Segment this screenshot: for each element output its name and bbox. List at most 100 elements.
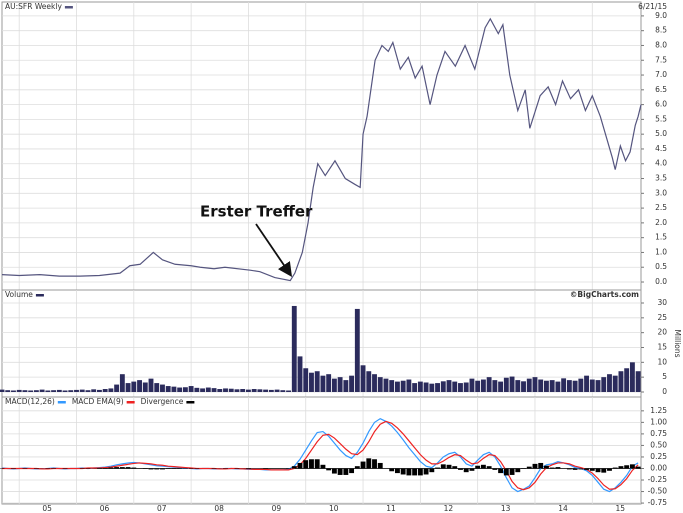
- bar: [303, 460, 309, 469]
- bar: [377, 377, 383, 392]
- bar: [400, 380, 406, 392]
- y-tick-label: 7.0: [655, 70, 667, 79]
- y-tick-label: 9.0: [655, 11, 667, 20]
- bar: [16, 389, 22, 392]
- x-tick-label: 10: [329, 504, 339, 513]
- bar: [360, 365, 366, 392]
- bar: [354, 308, 360, 392]
- bar: [515, 380, 521, 392]
- y-tick-label: 2.5: [655, 203, 667, 212]
- bar: [475, 465, 481, 469]
- legend-label: AU:SFR Weekly: [5, 2, 62, 11]
- bar: [5, 390, 11, 392]
- y-tick-label: 30: [657, 298, 667, 307]
- bar: [544, 380, 549, 392]
- y-tick-label: 0.75: [650, 429, 667, 438]
- bar: [521, 381, 526, 392]
- y-tick-label: 0.25: [650, 452, 667, 461]
- annotation: Erster Treffer: [200, 203, 313, 221]
- bar: [51, 390, 57, 392]
- bar: [584, 468, 589, 470]
- bar: [114, 467, 120, 469]
- bar: [469, 468, 475, 471]
- bar: [509, 468, 515, 475]
- bar: [400, 468, 406, 475]
- bar: [417, 381, 423, 392]
- bar: [245, 389, 251, 392]
- bar: [320, 375, 326, 392]
- bar: [108, 388, 114, 392]
- bar: [412, 468, 418, 476]
- bar: [526, 378, 532, 392]
- bar: [205, 387, 211, 392]
- bar: [629, 464, 635, 469]
- bar: [538, 379, 544, 392]
- bar: [182, 387, 188, 392]
- bar: [148, 468, 154, 470]
- legend-label: Volume: [5, 290, 33, 299]
- bar: [555, 467, 561, 469]
- bar: [572, 468, 578, 470]
- bar: [463, 468, 469, 473]
- bar: [354, 466, 360, 469]
- bar: [74, 389, 79, 392]
- bar: [578, 468, 584, 470]
- series-line: [1, 17, 642, 282]
- bar: [0, 389, 5, 392]
- bar: [446, 464, 452, 469]
- bar: [515, 468, 521, 473]
- x-tick-label: 08: [214, 504, 224, 513]
- bar: [389, 468, 395, 472]
- bar: [114, 384, 120, 392]
- bar: [607, 468, 612, 471]
- bar: [406, 379, 412, 392]
- y-tick-label: 2.0: [655, 218, 667, 227]
- bar: [406, 468, 412, 476]
- credit: ©BigCharts.com: [570, 290, 639, 299]
- bar: [503, 468, 509, 476]
- x-tick-label: 15: [616, 504, 626, 513]
- y-tick-label: 6.0: [655, 100, 667, 109]
- bar: [228, 388, 234, 392]
- bar: [423, 382, 429, 392]
- y-tick-label: 25: [657, 313, 667, 322]
- bar: [349, 468, 355, 474]
- bar: [412, 383, 418, 392]
- y-tick-label: 8.0: [655, 40, 667, 49]
- bar: [566, 380, 572, 392]
- bar: [280, 390, 286, 392]
- bar: [549, 380, 555, 392]
- bar: [629, 362, 635, 392]
- bar: [160, 468, 165, 470]
- bar: [532, 463, 538, 469]
- y-tick-label: 0.50: [650, 440, 667, 449]
- bar: [211, 388, 217, 392]
- y-tick-label: 20: [657, 328, 667, 337]
- bar: [372, 459, 377, 469]
- bar: [618, 466, 624, 469]
- y-tick-label: 15: [657, 342, 667, 351]
- x-tick-label: 12: [444, 504, 454, 513]
- bar: [28, 390, 34, 392]
- y-tick-label: 3.0: [655, 188, 667, 197]
- bar: [11, 390, 16, 392]
- bar: [366, 371, 372, 392]
- y-tick-label: -0.50: [648, 487, 668, 496]
- x-tick-label: 06: [100, 504, 110, 513]
- x-tick-label: 05: [42, 504, 52, 513]
- bar: [62, 390, 68, 392]
- bar: [257, 389, 263, 392]
- bar: [297, 462, 303, 469]
- bar: [417, 468, 423, 476]
- bar: [137, 380, 142, 392]
- bar: [595, 468, 601, 473]
- annotation-arrow: [255, 223, 293, 277]
- bar: [463, 382, 469, 392]
- legend-swatch: [35, 294, 44, 297]
- bar: [79, 389, 85, 392]
- y-tick-label: 4.5: [655, 144, 667, 153]
- bar: [177, 387, 183, 392]
- bar: [486, 377, 492, 392]
- bar: [509, 376, 515, 392]
- bar: [458, 383, 463, 392]
